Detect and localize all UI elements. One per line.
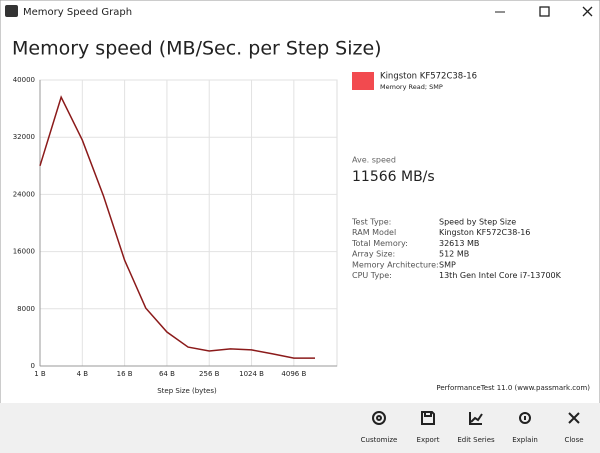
x-tick-label: 1 B (34, 370, 46, 378)
x-tick-label: 4096 B (281, 370, 306, 378)
x-axis-label: Step Size (bytes) (157, 387, 217, 395)
chart-title: Memory speed (MB/Sec. per Step Size) (12, 38, 382, 60)
maximize-button[interactable] (539, 6, 550, 17)
close-window-button[interactable] (582, 6, 593, 17)
x-tick-label: 256 B (199, 370, 220, 378)
toolbar-button[interactable]: Close (564, 436, 583, 444)
info-label: Memory Architecture: (352, 260, 439, 269)
y-tick-label: 32000 (13, 133, 35, 141)
toolbar-icon (568, 412, 580, 424)
footer: PerformanceTest 11.0 (www.passmark.com) (436, 384, 590, 392)
info-value: Kingston KF572C38-16 (439, 228, 530, 237)
x-tick-label: 16 B (117, 370, 133, 378)
app-icon (5, 5, 18, 17)
info-label: Array Size: (352, 250, 395, 259)
info-value: Speed by Step Size (439, 218, 516, 227)
info-label: Test Type: (351, 218, 391, 227)
toolbar-button[interactable]: Export (417, 436, 440, 444)
info-value: 13th Gen Intel Core i7-13700K (439, 271, 562, 280)
info-value: 32613 MB (439, 239, 479, 248)
summary-value: 11566 MB/s (352, 169, 435, 185)
info-label: Total Memory: (351, 239, 408, 248)
y-tick-label: 40000 (13, 76, 35, 84)
legend-note: Memory Read; SMP (380, 83, 443, 91)
summary-label: Ave. speed (352, 156, 396, 165)
info-value: SMP (439, 260, 456, 269)
toolbar-button[interactable]: Customize (361, 436, 398, 444)
y-tick-label: 8000 (17, 305, 35, 313)
legend-swatch (352, 72, 374, 90)
toolbar-icon (469, 412, 483, 425)
y-tick-label: 16000 (13, 248, 35, 256)
window-title: Memory Speed Graph (23, 7, 132, 18)
info-label: CPU Type: (352, 271, 392, 280)
toolbar-icon (372, 411, 387, 425)
data-line (39, 95, 315, 359)
toolbar (0, 403, 600, 453)
toolbar-button[interactable]: Edit Series (457, 436, 495, 444)
x-tick-label: 4 B (77, 370, 89, 378)
x-tick-label: 1024 B (239, 370, 264, 378)
legend-label: Kingston KF572C38-16 (380, 72, 477, 82)
info-label: RAM Model (352, 228, 396, 237)
toolbar-button[interactable]: Explain (512, 436, 538, 444)
y-tick-label: 0 (31, 362, 35, 370)
info-value: 512 MB (439, 250, 469, 259)
toolbar-icon (519, 412, 532, 424)
x-tick-label: 64 B (159, 370, 175, 378)
y-tick-label: 24000 (13, 190, 35, 198)
toolbar-icon (421, 411, 435, 425)
